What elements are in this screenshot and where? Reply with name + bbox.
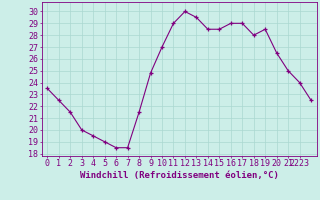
X-axis label: Windchill (Refroidissement éolien,°C): Windchill (Refroidissement éolien,°C) bbox=[80, 171, 279, 180]
